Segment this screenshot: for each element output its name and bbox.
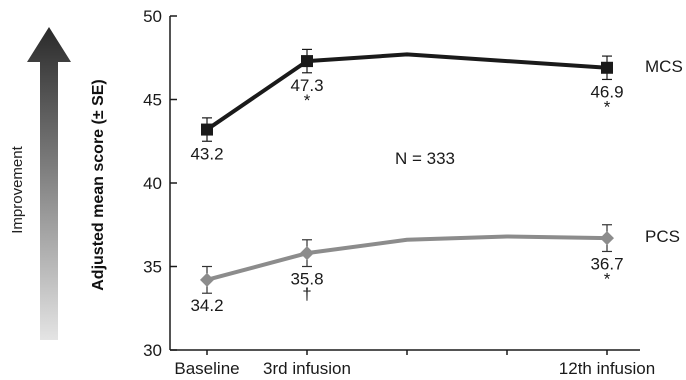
data-label: 47.3	[290, 76, 323, 95]
series-mcs: 43.247.3* 46.9*MCS	[190, 48, 683, 163]
sample-size-annotation: N = 333	[395, 149, 455, 168]
series-line	[205, 52, 608, 132]
data-point-diamond	[600, 231, 614, 246]
data-label: 36.7	[590, 254, 623, 273]
x-tick-label: 3rd infusion	[263, 359, 351, 378]
data-label: 34.2	[190, 296, 223, 315]
y-tick-label: 50	[143, 7, 162, 26]
data-point-square	[301, 55, 313, 68]
data-point-square	[601, 61, 613, 74]
series-label: MCS	[645, 57, 683, 76]
series-line	[206, 234, 608, 282]
y-tick-label: 40	[143, 174, 162, 193]
x-tick-label: 12th infusion	[559, 359, 655, 378]
data-point-square	[201, 123, 213, 136]
x-tick-label: Baseline	[174, 359, 239, 378]
y-tick-label: 35	[143, 258, 162, 277]
data-point-diamond	[200, 272, 214, 287]
significance-marker: *	[604, 269, 611, 288]
y-ticks: 30 35 40 45 50	[143, 7, 177, 360]
y-tick-label: 30	[143, 341, 162, 360]
data-point-diamond	[300, 246, 314, 261]
y-tick-label: 45	[143, 91, 162, 110]
improvement-arrow	[27, 27, 71, 340]
improvement-label: Improvement	[9, 145, 26, 233]
significance-marker: *	[604, 97, 611, 116]
significance-marker: *	[304, 91, 311, 110]
series-label: PCS	[645, 227, 680, 246]
data-label: 43.2	[190, 144, 223, 163]
data-label: 35.8	[290, 270, 323, 289]
data-label: 46.9	[590, 82, 623, 101]
x-ticks: Baseline 3rd infusion 12th infusion	[174, 350, 655, 378]
significance-marker: †	[302, 285, 311, 304]
series-pcs: 34.2 35.8† 36.7* PCS	[190, 224, 680, 315]
y-axis-label: Adjusted mean score (± SE)	[90, 79, 107, 291]
